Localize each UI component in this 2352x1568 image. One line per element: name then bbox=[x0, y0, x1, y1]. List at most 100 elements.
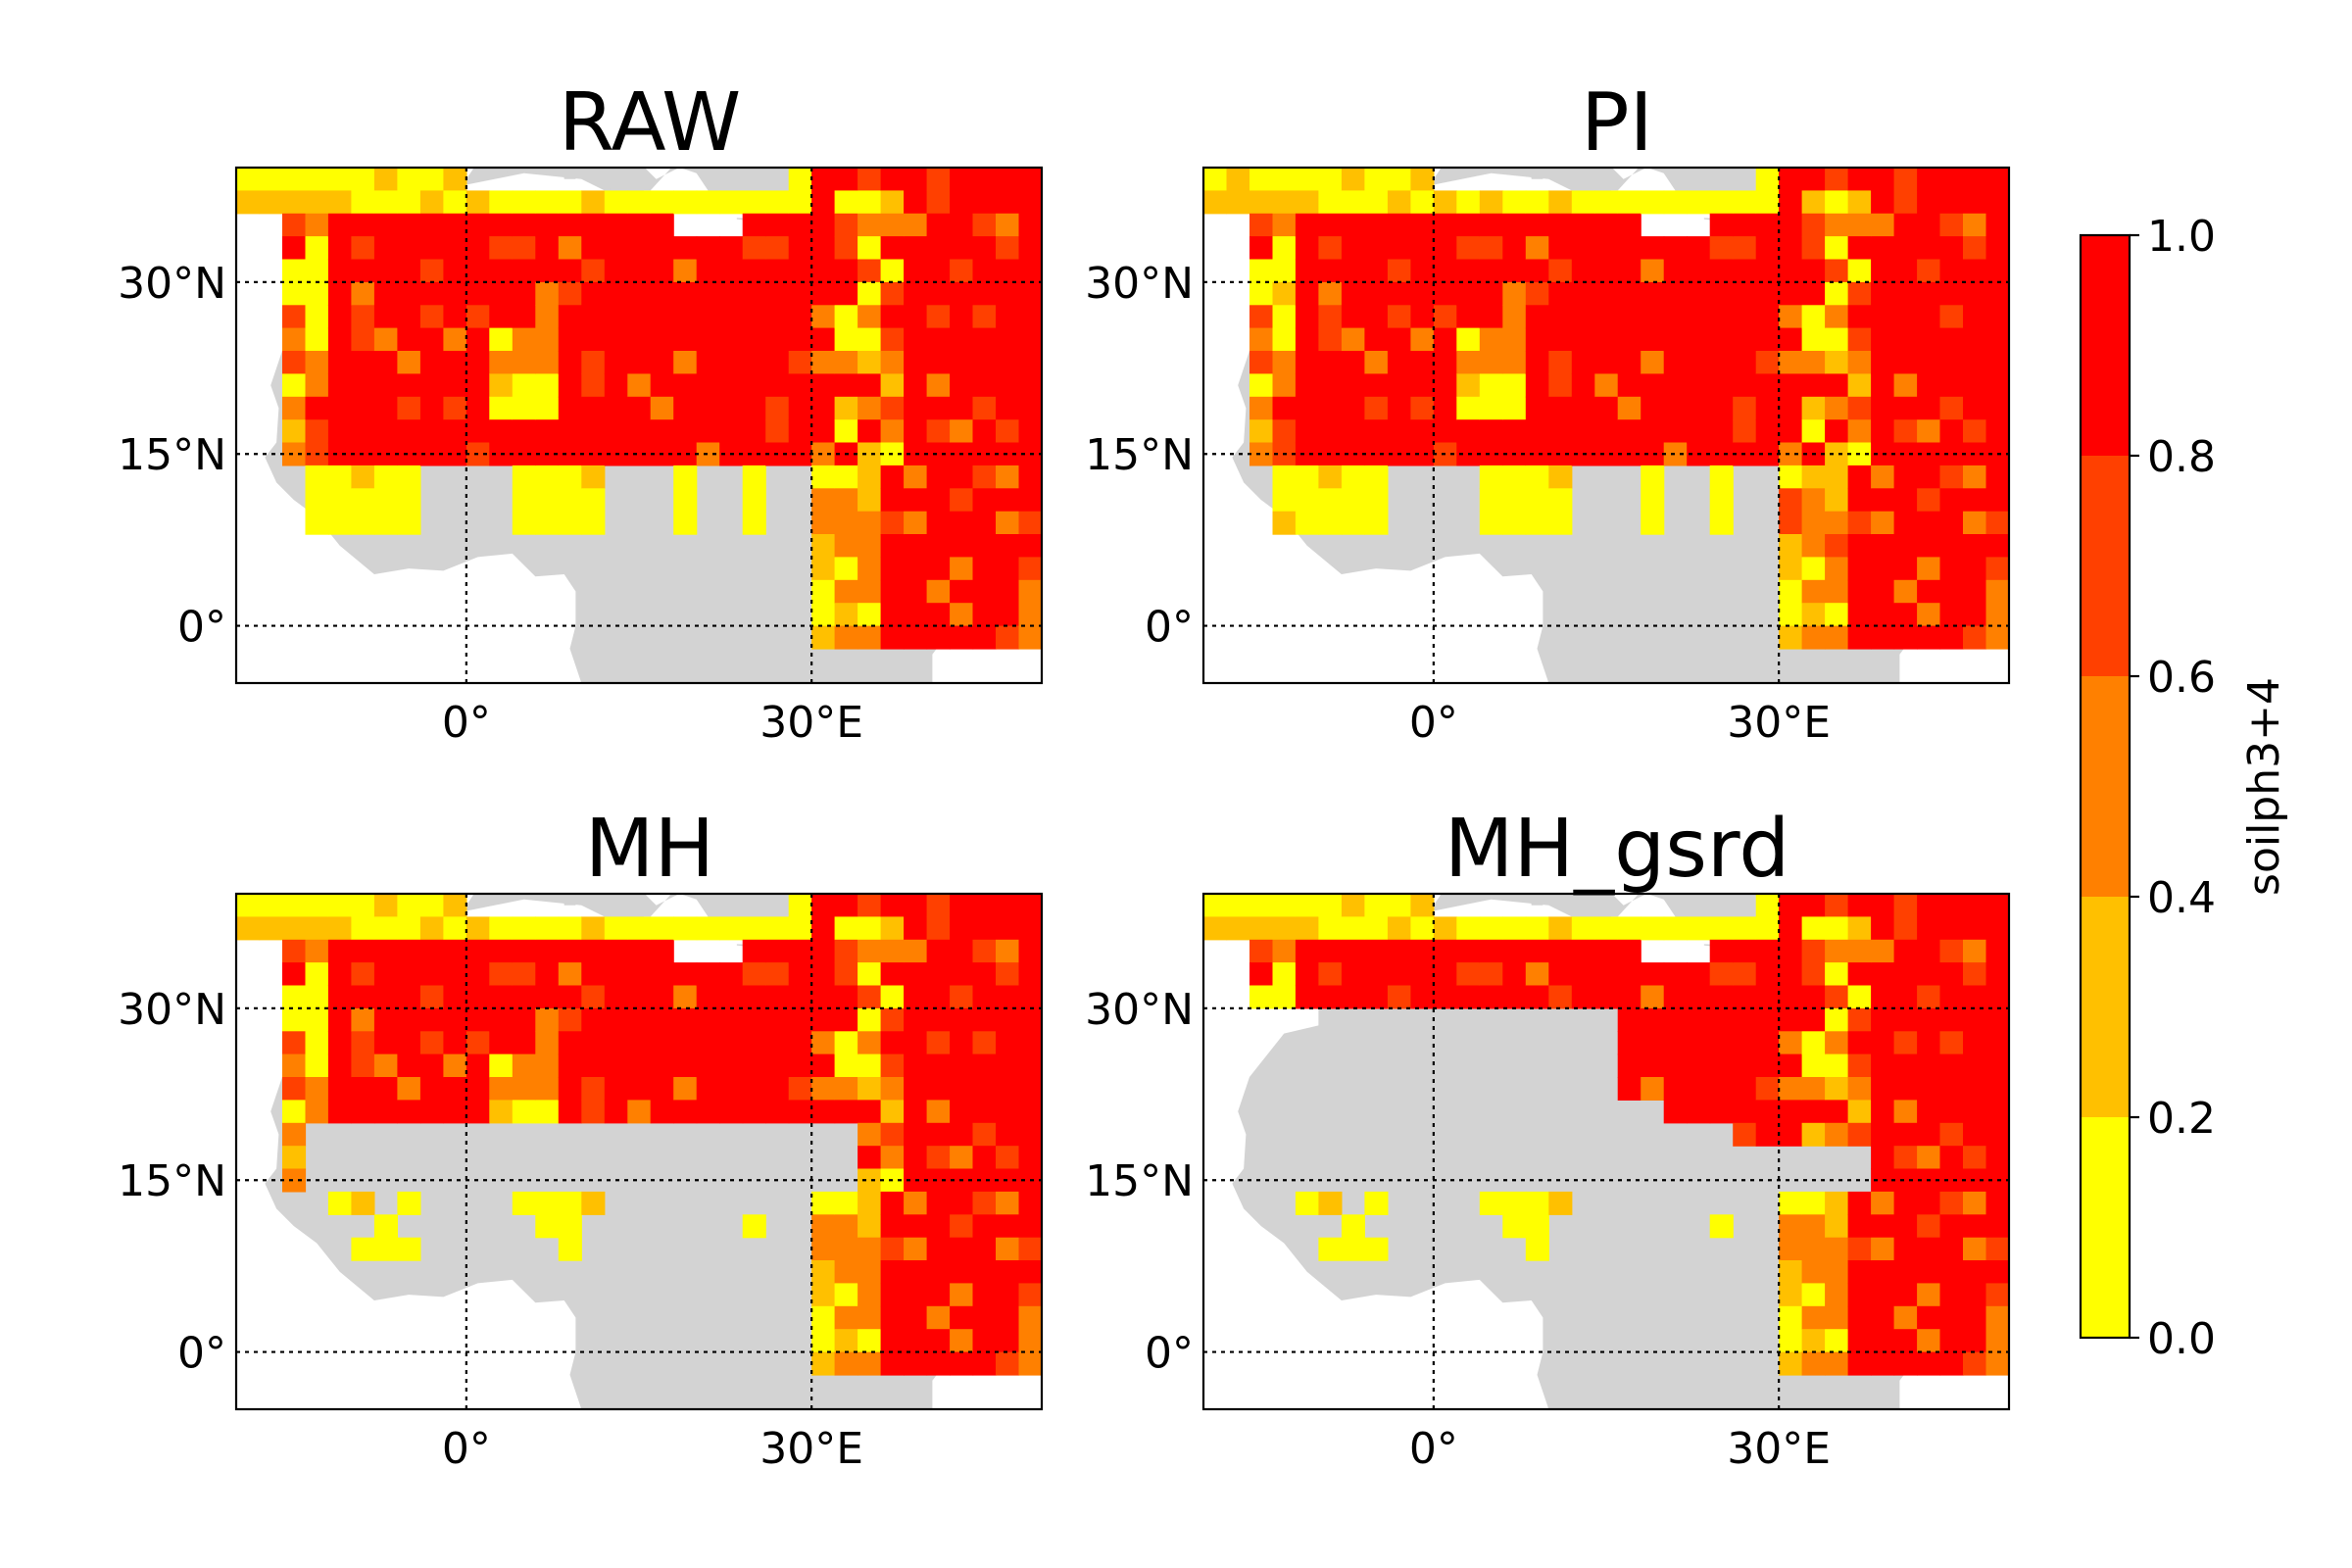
grid-cell bbox=[581, 488, 606, 513]
grid-cell bbox=[858, 985, 882, 1009]
grid-cell bbox=[788, 1100, 812, 1124]
grid-cell bbox=[788, 190, 812, 215]
grid-cell bbox=[512, 327, 536, 352]
grid-cell bbox=[1847, 373, 1872, 398]
grid-cell bbox=[834, 939, 858, 963]
grid-cell bbox=[1871, 1100, 1895, 1124]
grid-cell bbox=[1341, 351, 1365, 374]
grid-cell bbox=[1295, 465, 1319, 489]
grid-cell bbox=[373, 465, 398, 489]
grid-cell bbox=[950, 603, 974, 627]
grid-cell bbox=[419, 236, 444, 261]
grid-cell bbox=[1318, 465, 1343, 489]
grid-cell bbox=[926, 603, 951, 627]
lon-tick-label: 30°E bbox=[1727, 698, 1831, 748]
grid-cell bbox=[1825, 916, 1849, 941]
grid-cell bbox=[1893, 557, 1918, 581]
grid-cell bbox=[1548, 190, 1573, 215]
grid-cell bbox=[1801, 625, 1826, 650]
grid-cell bbox=[1871, 1351, 1895, 1376]
grid-cell bbox=[443, 373, 467, 398]
grid-cell bbox=[926, 442, 951, 466]
grid-cell bbox=[811, 1351, 836, 1376]
grid-cell bbox=[327, 419, 352, 444]
grid-cell bbox=[696, 1007, 720, 1032]
grid-cell bbox=[512, 1031, 536, 1055]
grid-cell bbox=[1801, 190, 1826, 215]
grid-cell bbox=[788, 419, 812, 444]
grid-cell bbox=[1502, 281, 1527, 306]
grid-cell bbox=[1779, 985, 1803, 1009]
grid-cell bbox=[1364, 1237, 1389, 1261]
grid-cell bbox=[858, 603, 882, 627]
grid-cell bbox=[558, 1237, 582, 1261]
colorbar-tick-label: 0.0 bbox=[2147, 1314, 2216, 1364]
grid-cell bbox=[397, 236, 421, 261]
grid-cell bbox=[327, 962, 352, 987]
grid-cell bbox=[1963, 894, 1987, 917]
grid-cell bbox=[1456, 351, 1481, 374]
grid-cell bbox=[282, 1122, 307, 1147]
grid-cell bbox=[1871, 1214, 1895, 1239]
panel-title: MH bbox=[585, 803, 714, 896]
grid-cell bbox=[996, 534, 1020, 558]
lat-tick-label: 30°N bbox=[118, 985, 226, 1035]
grid-cell bbox=[327, 190, 352, 215]
grid-cell bbox=[1502, 511, 1527, 535]
grid-cell bbox=[1801, 579, 1826, 604]
grid-cell bbox=[604, 396, 628, 420]
grid-cell bbox=[1825, 1237, 1849, 1261]
grid-cell bbox=[1963, 985, 1987, 1009]
grid-cell bbox=[282, 1054, 307, 1078]
grid-cell bbox=[765, 1054, 790, 1078]
grid-cell bbox=[673, 465, 698, 489]
grid-cell bbox=[1387, 236, 1411, 261]
grid-cell bbox=[972, 1146, 997, 1170]
grid-cell bbox=[858, 373, 882, 398]
grid-cell bbox=[1985, 1077, 2009, 1101]
grid-cell bbox=[880, 1031, 905, 1055]
grid-cell bbox=[604, 1031, 628, 1055]
grid-cell bbox=[1456, 396, 1481, 420]
grid-cell bbox=[1203, 168, 1228, 191]
grid-cell bbox=[1825, 1305, 1849, 1330]
grid-cell bbox=[1893, 236, 1918, 261]
grid-cell bbox=[351, 213, 375, 237]
grid-cell bbox=[1985, 168, 2009, 191]
grid-cell bbox=[1939, 985, 1964, 1009]
grid-cell bbox=[1571, 916, 1595, 941]
grid-cell bbox=[1250, 236, 1274, 261]
grid-cell bbox=[627, 396, 652, 420]
grid-cell bbox=[834, 1283, 858, 1307]
grid-cell bbox=[1479, 939, 1503, 963]
grid-cell bbox=[1893, 327, 1918, 352]
grid-cell bbox=[996, 373, 1020, 398]
grid-cell bbox=[1779, 1260, 1803, 1284]
grid-cell bbox=[996, 1031, 1020, 1055]
grid-cell bbox=[1733, 373, 1757, 398]
grid-cell bbox=[904, 351, 928, 374]
grid-cell bbox=[1893, 305, 1918, 329]
grid-cell bbox=[880, 511, 905, 535]
grid-cell bbox=[1733, 236, 1757, 261]
grid-cell bbox=[834, 1054, 858, 1078]
grid-cell bbox=[327, 1191, 352, 1215]
grid-cell bbox=[904, 916, 928, 941]
grid-cell bbox=[327, 213, 352, 237]
grid-cell bbox=[742, 190, 766, 215]
grid-cell bbox=[512, 442, 536, 466]
grid-cell bbox=[1571, 327, 1595, 352]
grid-cell bbox=[1963, 281, 1987, 306]
grid-cell bbox=[1825, 1191, 1849, 1215]
grid-cell bbox=[558, 939, 582, 963]
grid-cell bbox=[558, 1100, 582, 1124]
grid-cell bbox=[996, 351, 1020, 374]
grid-cell bbox=[1825, 259, 1849, 283]
grid-cell bbox=[742, 985, 766, 1009]
grid-cell bbox=[373, 1054, 398, 1078]
grid-cell bbox=[834, 1351, 858, 1376]
grid-cell bbox=[581, 305, 606, 329]
grid-cell bbox=[1641, 442, 1665, 466]
grid-cell bbox=[1893, 1146, 1918, 1170]
grid-cell bbox=[1893, 1237, 1918, 1261]
